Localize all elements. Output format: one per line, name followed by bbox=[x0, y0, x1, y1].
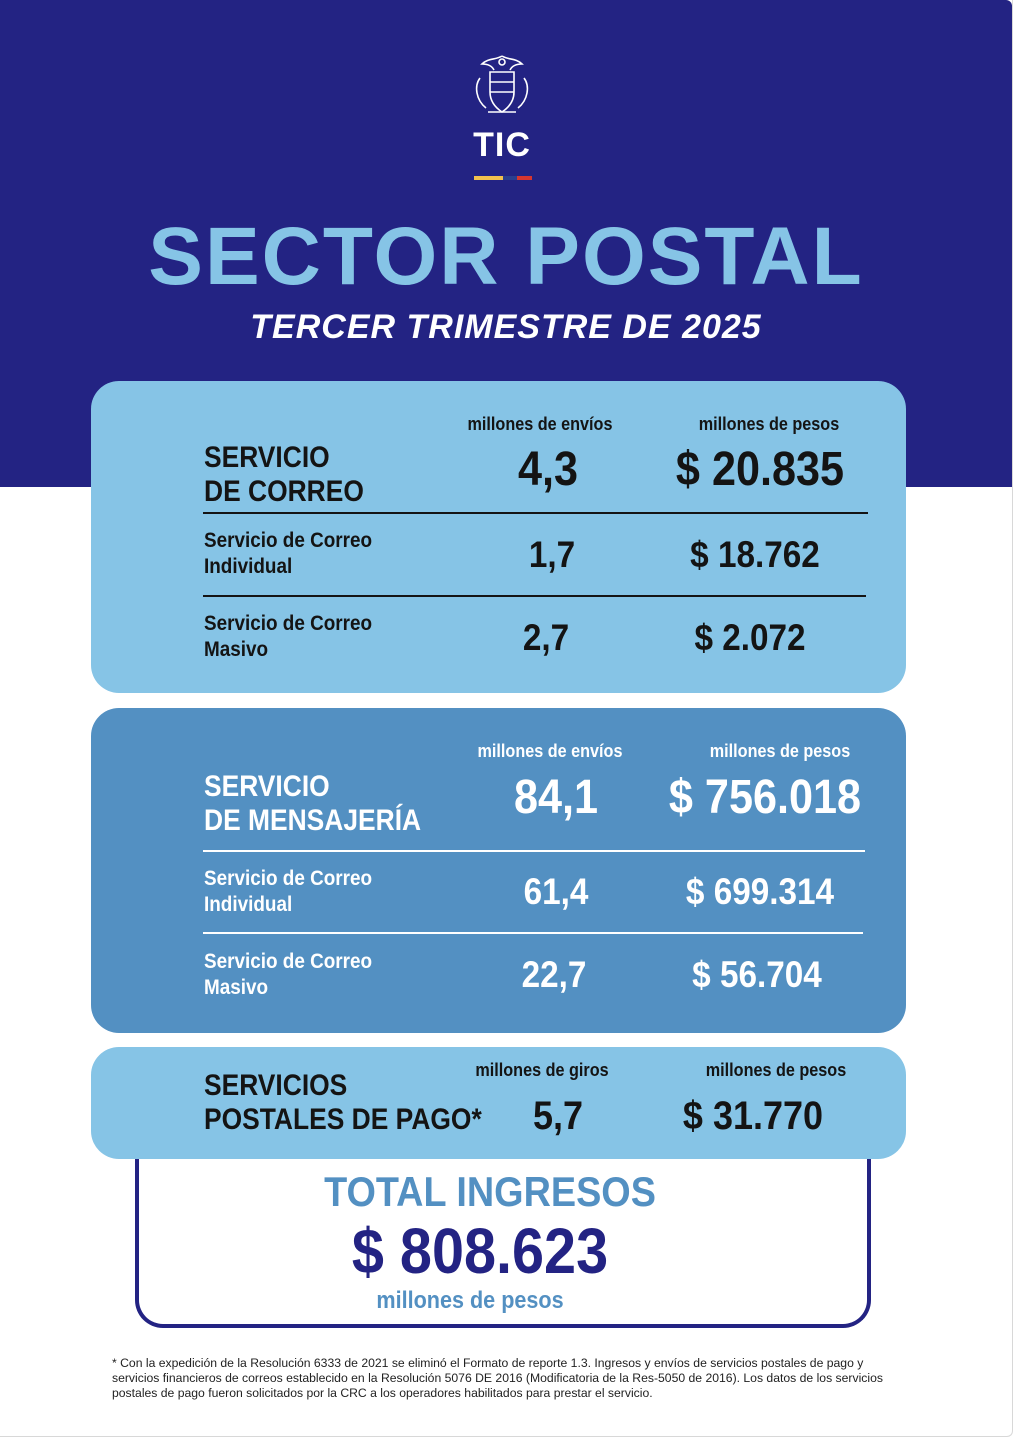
mensajeria-row2-label: Servicio de Correo Masivo bbox=[204, 949, 372, 1001]
mensajeria-row2-label1: Servicio de Correo bbox=[204, 950, 373, 973]
correo-title-line2: DE CORREO bbox=[204, 475, 364, 508]
mensajeria-row1-label1: Servicio de Correo bbox=[204, 867, 373, 890]
correo-title: SERVICIO DE CORREO bbox=[204, 441, 364, 509]
correo-row1-envios: 1,7 bbox=[528, 534, 576, 575]
mensajeria-title-line1: SERVICIO bbox=[204, 770, 330, 803]
correo-row1-pesos: $ 18.762 bbox=[690, 534, 820, 575]
divider bbox=[203, 512, 868, 514]
correo-row2-label: Servicio de Correo Masivo bbox=[204, 611, 372, 663]
pago-title-line1: SERVICIOS bbox=[204, 1069, 348, 1102]
correo-row1-label1: Servicio de Correo bbox=[204, 529, 373, 552]
total-value: $ 808.623 bbox=[351, 1215, 609, 1287]
mensajeria-row2-envios: 22,7 bbox=[521, 954, 587, 995]
pago-card bbox=[91, 1047, 906, 1159]
mensajeria-envios: 84,1 bbox=[513, 771, 599, 824]
coat-of-arms-icon bbox=[475, 55, 529, 113]
correo-row2-label2: Masivo bbox=[204, 638, 269, 661]
correo-row2-envios: 2,7 bbox=[522, 617, 570, 658]
correo-title-line1: SERVICIO bbox=[204, 441, 330, 474]
flag-stripe bbox=[474, 176, 532, 180]
mensajeria-col-envios: millones de envíos bbox=[477, 741, 623, 761]
total-box bbox=[135, 1158, 871, 1328]
page-subtitle: TERCER TRIMESTRE DE 2025 bbox=[250, 308, 762, 346]
correo-col-envios: millones de envíos bbox=[467, 414, 613, 434]
mensajeria-row1-envios: 61,4 bbox=[523, 871, 589, 912]
divider bbox=[203, 932, 863, 934]
pago-giros: 5,7 bbox=[532, 1094, 584, 1138]
divider bbox=[203, 850, 865, 852]
footnote: * Con la expedición de la Resolución 633… bbox=[112, 1356, 883, 1400]
mensajeria-row1-label: Servicio de Correo Individual bbox=[204, 866, 372, 918]
pago-col-giros: millones de giros bbox=[475, 1060, 609, 1080]
page-title: SECTOR POSTAL bbox=[148, 211, 864, 302]
mensajeria-title: SERVICIO DE MENSAJERÍA bbox=[204, 770, 421, 838]
total-unit: millones de pesos bbox=[376, 1287, 564, 1314]
pago-pesos: $ 31.770 bbox=[682, 1094, 824, 1138]
mensajeria-row2-label2: Masivo bbox=[204, 976, 269, 999]
logo-text: TIC bbox=[473, 126, 531, 164]
correo-envios: 4,3 bbox=[517, 443, 579, 496]
pago-col-pesos: millones de pesos bbox=[705, 1060, 847, 1080]
correo-col-pesos: millones de pesos bbox=[698, 414, 840, 434]
correo-card bbox=[91, 381, 906, 693]
pago-title-line2: POSTALES DE PAGO* bbox=[204, 1103, 482, 1136]
mensajeria-card bbox=[91, 708, 906, 1033]
correo-row2-pesos: $ 2.072 bbox=[694, 617, 806, 658]
divider bbox=[203, 595, 866, 597]
mensajeria-pesos: $ 756.018 bbox=[668, 771, 862, 824]
mensajeria-row1-label2: Individual bbox=[204, 893, 293, 916]
total-label: TOTAL INGRESOS bbox=[324, 1168, 656, 1215]
correo-row1-label2: Individual bbox=[204, 555, 293, 578]
correo-pesos: $ 20.835 bbox=[675, 443, 845, 496]
correo-row2-label1: Servicio de Correo bbox=[204, 612, 373, 635]
mensajeria-col-pesos: millones de pesos bbox=[709, 741, 851, 761]
mensajeria-row1-pesos: $ 699.314 bbox=[685, 871, 835, 912]
mensajeria-title-line2: DE MENSAJERÍA bbox=[204, 804, 422, 837]
pago-title: SERVICIOS POSTALES DE PAGO* bbox=[204, 1069, 482, 1137]
ministry-logo: TIC bbox=[466, 52, 538, 182]
mensajeria-row2-pesos: $ 56.704 bbox=[692, 954, 822, 995]
correo-row1-label: Servicio de Correo Individual bbox=[204, 528, 372, 580]
